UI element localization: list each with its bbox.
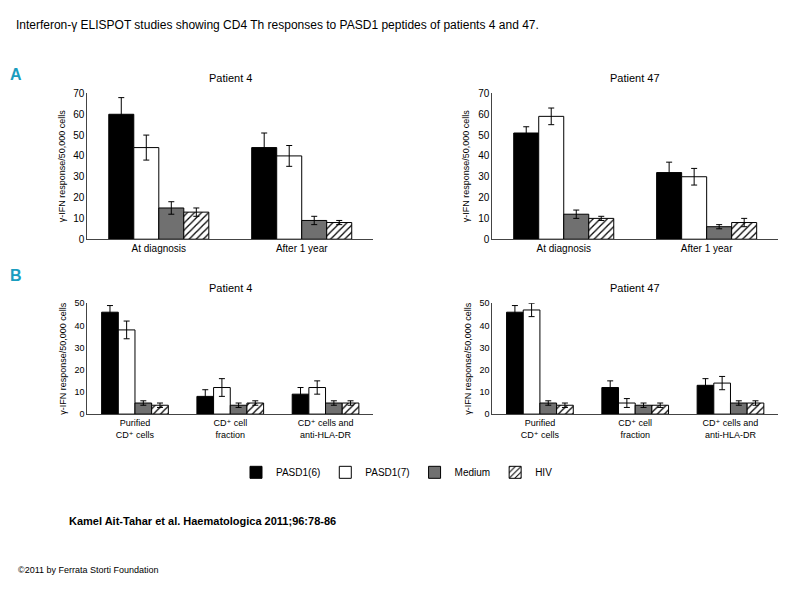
svg-text:At diagnosis: At diagnosis [536,243,590,254]
svg-text:Patient 47: Patient 47 [610,282,660,294]
svg-text:0: 0 [79,234,85,245]
svg-text:40: 40 [479,321,489,331]
svg-text:Kamel Ait-Tahar et al. Haemato: Kamel Ait-Tahar et al. Haematologica 201… [69,515,336,527]
svg-text:CD⁺ cells andanti-HLA-DR: CD⁺ cells andanti-HLA-DR [703,418,759,440]
svg-text:After 1 year: After 1 year [276,243,328,254]
svg-text:Interferon-γ ELISPOT studies s: Interferon-γ ELISPOT studies showing CD4… [16,18,539,32]
svg-text:10: 10 [75,387,85,397]
svg-text:20: 20 [73,192,85,203]
svg-text:A: A [10,66,22,83]
svg-text:20: 20 [75,365,85,375]
svg-text:γ-IFN response/50,000 cells: γ-IFN response/50,000 cells [58,302,68,415]
svg-text:20: 20 [479,365,489,375]
svg-text:Patient 4: Patient 4 [209,282,252,294]
svg-text:50: 50 [75,298,85,308]
svg-text:70: 70 [478,88,490,99]
svg-text:PASD1(7): PASD1(7) [365,467,409,478]
svg-text:50: 50 [73,130,85,141]
svg-text:10: 10 [479,387,489,397]
svg-text:PurifiedCD⁺ cells: PurifiedCD⁺ cells [521,418,560,440]
svg-text:10: 10 [73,213,85,224]
svg-text:30: 30 [478,171,490,182]
svg-text:40: 40 [75,321,85,331]
svg-text:10: 10 [478,213,490,224]
svg-text:PurifiedCD⁺ cells: PurifiedCD⁺ cells [116,418,155,440]
svg-text:20: 20 [478,192,490,203]
svg-text:30: 30 [75,343,85,353]
svg-text:40: 40 [73,150,85,161]
svg-text:γ-IFN response/50,000 cells: γ-IFN response/50,000 cells [462,110,472,223]
svg-text:0: 0 [484,234,490,245]
svg-text:HIV: HIV [535,467,552,478]
svg-text:PASD1(6): PASD1(6) [276,467,320,478]
svg-text:50: 50 [479,298,489,308]
svg-text:CD⁺ cellfraction: CD⁺ cellfraction [618,418,652,440]
svg-text:CD⁺ cells andanti-HLA-DR: CD⁺ cells andanti-HLA-DR [298,418,354,440]
svg-text:At diagnosis: At diagnosis [132,243,186,254]
svg-text:After 1 year: After 1 year [681,243,733,254]
svg-text:60: 60 [73,109,85,120]
svg-text:©2011 by Ferrata Storti Founda: ©2011 by Ferrata Storti Foundation [18,565,159,575]
svg-text:γ-IFN response/50,000 cells: γ-IFN response/50,000 cells [463,302,473,415]
svg-text:γ-IFN response/50,000 cells: γ-IFN response/50,000 cells [57,110,67,223]
svg-text:Patient 47: Patient 47 [610,72,660,84]
svg-text:0: 0 [80,409,85,419]
svg-text:Patient 4: Patient 4 [209,72,252,84]
svg-text:30: 30 [73,171,85,182]
svg-text:30: 30 [479,343,489,353]
svg-text:50: 50 [478,130,490,141]
svg-text:0: 0 [484,409,489,419]
svg-text:Medium: Medium [455,467,491,478]
svg-text:B: B [10,267,22,284]
svg-text:60: 60 [478,109,490,120]
svg-text:70: 70 [73,88,85,99]
svg-text:CD⁺ cellfraction: CD⁺ cellfraction [213,418,247,440]
svg-text:40: 40 [478,150,490,161]
